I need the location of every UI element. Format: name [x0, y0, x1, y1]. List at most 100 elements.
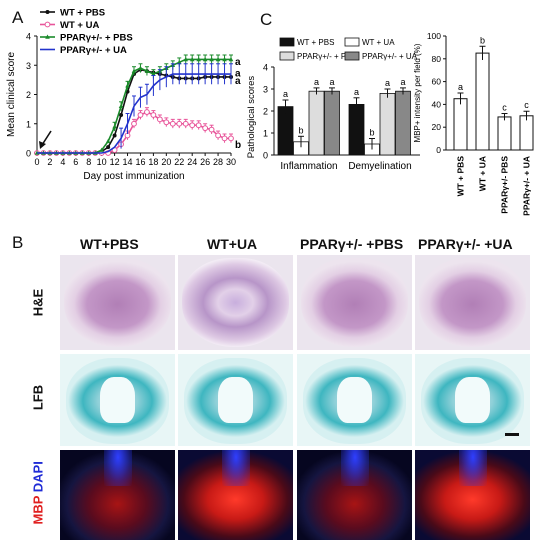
data-point [215, 56, 221, 62]
legend-label: WT + UA [60, 20, 99, 31]
he-stain-image [415, 255, 530, 350]
x-tick-label: 20 [161, 157, 171, 167]
significance-letter: a [235, 57, 241, 68]
x-tick-label: 30 [226, 157, 236, 167]
he-stain-image [297, 255, 412, 350]
y-axis-title: Pathological scores [246, 76, 257, 159]
data-point [137, 112, 144, 118]
scale-bar [505, 433, 519, 436]
bar [475, 52, 490, 151]
significance-letter: a [400, 77, 405, 87]
x-tick-label: 16 [135, 157, 145, 167]
legend-swatch [279, 51, 295, 61]
x-category-label: PPARγ+/- + UA [522, 156, 532, 216]
data-point [176, 120, 183, 127]
data-point [144, 68, 150, 73]
mbp-dapi-image [415, 450, 530, 540]
lfb-stain-image [60, 354, 175, 446]
lfb-stain-image [415, 354, 530, 446]
significance-letter: a [283, 89, 288, 99]
y-tick-label: 1 [26, 119, 31, 129]
x-axis-title: Day post immunization [83, 171, 184, 182]
legend-label: WT + PBS [297, 38, 334, 47]
legend-swatch [279, 37, 295, 47]
significance-letter: a [235, 69, 241, 80]
data-point [156, 116, 163, 123]
legend-swatch-marker [45, 10, 50, 14]
legend-label: WT + PBS [60, 8, 105, 19]
lfb-stain-image [178, 354, 293, 446]
data-point [151, 71, 156, 76]
data-point [105, 138, 111, 144]
panel-label-a: A [12, 8, 24, 27]
data-point [222, 56, 227, 62]
y-tick-label: 3 [26, 61, 31, 71]
x-category-label: Demyelination [348, 161, 411, 172]
he-stain-image [178, 255, 293, 350]
data-point [131, 120, 137, 127]
data-point [189, 122, 196, 129]
data-point [228, 56, 234, 62]
bar [497, 116, 512, 151]
data-point [163, 119, 170, 126]
legend-label: PPARγ+/- + UA [60, 45, 127, 56]
y-tick-label: 20 [432, 122, 442, 132]
legend-label: PPARγ+/- + PBS [297, 52, 357, 61]
immunization-arrow-shaft [41, 130, 52, 146]
panel-label-b: B [12, 233, 24, 252]
x-category-label: WT + UA [478, 156, 488, 191]
y-tick-label: 2 [263, 107, 268, 117]
x-tick-label: 4 [60, 157, 65, 167]
data-point [221, 135, 228, 142]
data-point [195, 122, 202, 129]
data-point [131, 68, 137, 73]
data-point [144, 109, 150, 115]
data-point [202, 56, 208, 62]
legend-label: PPARγ+/- + PBS [60, 33, 133, 44]
data-point [183, 56, 189, 62]
column-header: WT+UA [207, 236, 258, 252]
x-tick-label: 2 [47, 157, 52, 167]
data-point [176, 59, 182, 65]
y-tick-label: 0 [26, 149, 31, 159]
x-tick-label: 6 [73, 157, 78, 167]
row-header: LFB [30, 384, 46, 411]
y-axis-title: Mean clinical score [6, 52, 17, 137]
lfb-stain-image [297, 354, 412, 446]
he-stain-image [60, 255, 175, 350]
bar [453, 98, 468, 151]
data-point [106, 145, 111, 150]
significance-letter: a [235, 76, 241, 87]
x-tick-label: 10 [97, 157, 107, 167]
data-point [189, 56, 195, 62]
data-point [99, 147, 104, 152]
x-tick-label: 0 [34, 157, 39, 167]
x-category-label: WT + PBS [456, 156, 466, 197]
data-point [119, 112, 124, 117]
significance-letter: b [480, 35, 485, 45]
x-category-label: PPARγ+/- PBS [500, 156, 510, 214]
legend-swatch-marker [45, 34, 50, 39]
data-point [112, 133, 117, 138]
y-tick-label: 4 [263, 63, 268, 73]
bar [519, 115, 534, 151]
x-category-label: Inflammation [280, 161, 337, 172]
mbp-dapi-image [297, 450, 412, 540]
data-point [208, 126, 215, 133]
x-tick-label: 24 [187, 157, 197, 167]
panel-label-c: C [260, 10, 273, 29]
significance-letter: b [298, 125, 303, 135]
data-point [215, 132, 221, 139]
legend-swatch [344, 37, 360, 47]
data-point [228, 135, 234, 142]
significance-letter: b [369, 128, 374, 138]
y-tick-label: 0 [263, 151, 268, 161]
mbp-dapi-image [178, 450, 293, 540]
significance-letter: c [502, 103, 507, 113]
data-point [169, 120, 176, 127]
significance-letter: c [524, 100, 529, 110]
column-header: WT+PBS [80, 236, 139, 252]
data-point [138, 65, 143, 70]
